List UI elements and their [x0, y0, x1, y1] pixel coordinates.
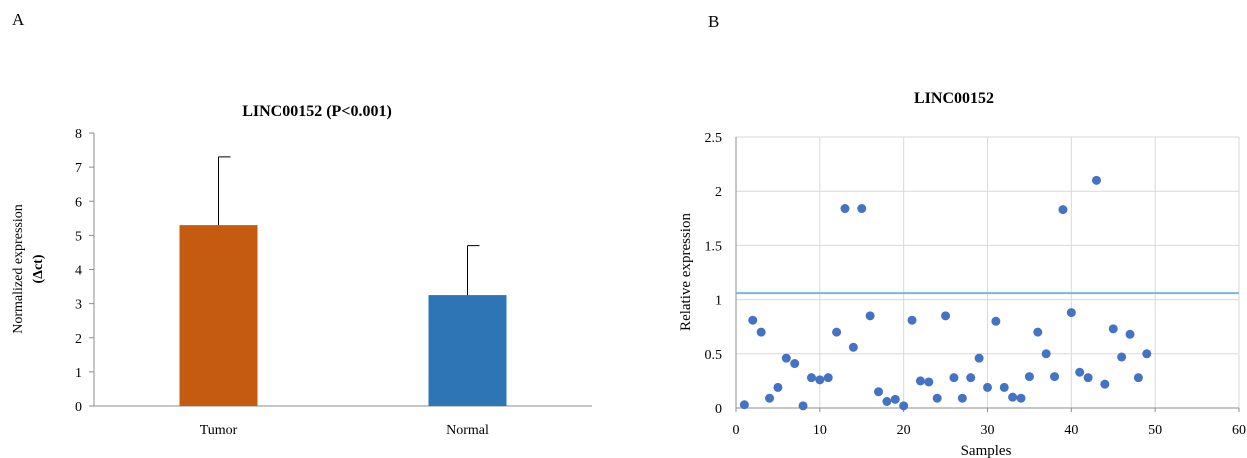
data-point: [974, 353, 984, 363]
y-axis-label: Relative expression: [678, 213, 694, 331]
data-point: [999, 382, 1009, 392]
data-point: [932, 393, 942, 403]
data-point: [1066, 308, 1076, 318]
data-point: [1033, 327, 1043, 337]
data-point: [983, 382, 992, 392]
data-point: [1142, 349, 1152, 359]
y-tick-label: 2: [715, 185, 722, 200]
chart-title: LINC00152: [914, 90, 994, 107]
x-tick-label: 10: [813, 423, 827, 438]
data-point: [1075, 367, 1085, 377]
data-point: [1117, 352, 1127, 362]
x-tick-label: 60: [1232, 423, 1246, 438]
y-axis-label: Normalized expression: [11, 204, 26, 333]
data-point: [815, 375, 825, 385]
y-tick-label: 2.5: [705, 131, 723, 146]
data-point: [806, 373, 816, 383]
data-point: [1133, 373, 1143, 383]
data-point: [907, 315, 917, 325]
data-point: [1083, 373, 1093, 383]
data-point: [899, 401, 909, 411]
data-point: [915, 376, 925, 386]
data-point: [840, 204, 850, 214]
x-tick-label: 50: [1148, 423, 1162, 438]
data-point: [1024, 372, 1034, 382]
data-point: [1041, 349, 1051, 359]
data-point: [832, 327, 842, 337]
y-tick-label: 8: [75, 127, 82, 142]
y-tick-label: 0: [75, 400, 82, 415]
y-tick-label: 7: [75, 161, 82, 176]
data-point: [1108, 324, 1118, 334]
data-point: [991, 316, 1001, 326]
data-point: [748, 315, 758, 325]
panel-label-b: B: [708, 12, 720, 31]
y-tick-label: 3: [75, 298, 82, 313]
x-tick-label: 0: [733, 423, 740, 438]
y-axis-label-unit: (Δct): [31, 254, 46, 283]
chart-title: LINC00152 (P<0.001): [242, 103, 392, 120]
panel-label-a: A: [12, 10, 25, 29]
data-point: [1008, 392, 1018, 402]
y-tick-label: 0: [715, 402, 722, 417]
x-tick-label: 20: [897, 423, 911, 438]
x-tick-label: 30: [981, 423, 995, 438]
data-point: [857, 204, 867, 214]
data-point: [848, 342, 858, 352]
data-point: [790, 359, 800, 369]
x-tick-label: Tumor: [200, 423, 238, 438]
x-tick-label: Normal: [446, 423, 489, 438]
y-tick-label: 4: [75, 264, 82, 279]
data-point: [765, 393, 775, 403]
data-point: [966, 373, 976, 383]
data-point: [882, 396, 892, 406]
x-tick-label: 40: [1064, 423, 1078, 438]
data-point: [1091, 175, 1101, 185]
y-tick-label: 0.5: [705, 348, 723, 363]
data-point: [1016, 393, 1026, 403]
y-tick-label: 1: [75, 366, 82, 381]
bar-normal: [428, 295, 507, 406]
data-point: [865, 311, 875, 321]
data-point: [949, 373, 959, 383]
y-tick-label: 2: [75, 332, 82, 347]
data-point: [1050, 372, 1060, 382]
data-point: [739, 400, 749, 410]
data-point: [756, 327, 766, 337]
data-point: [1100, 379, 1110, 389]
y-tick-label: 6: [75, 195, 82, 210]
data-point: [924, 377, 934, 387]
data-point: [798, 401, 808, 411]
y-tick-label: 5: [75, 229, 82, 244]
data-point: [781, 353, 791, 363]
bar-tumor: [179, 225, 258, 406]
data-point: [823, 373, 833, 383]
data-point: [874, 387, 884, 397]
data-point: [1058, 205, 1068, 215]
y-tick-label: 1.5: [705, 239, 723, 254]
data-point: [941, 311, 951, 321]
y-tick-label: 1: [715, 294, 722, 309]
data-point: [773, 382, 783, 392]
bar-chart: LINC00152 (P<0.001) 0 1 2 3 4 5 6 7 8 Normalized e…: [11, 103, 592, 438]
data-point: [957, 393, 967, 403]
x-axis-label: Samples: [961, 443, 1012, 458]
data-point: [1125, 329, 1135, 339]
data-point: [890, 394, 900, 404]
